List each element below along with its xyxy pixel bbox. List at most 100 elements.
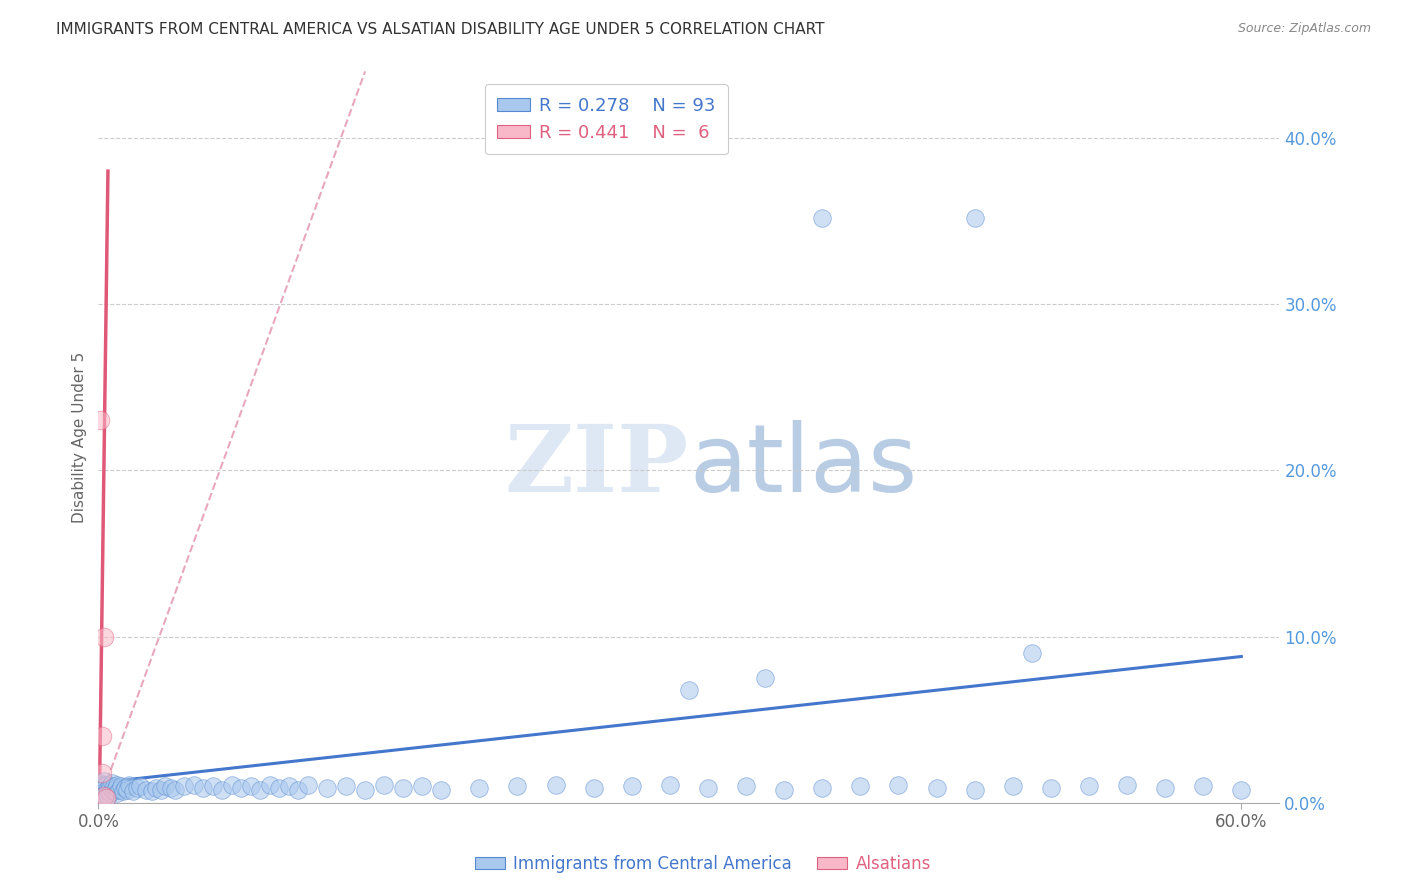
Point — [173, 779, 195, 793]
Point — [100, 776, 122, 790]
Point — [259, 777, 281, 792]
Point — [114, 780, 136, 795]
Point — [91, 765, 114, 780]
Point — [89, 776, 111, 790]
Point — [98, 786, 121, 800]
Point — [110, 779, 132, 793]
Point — [112, 784, 135, 798]
Point — [1078, 779, 1101, 793]
Point — [678, 682, 700, 697]
Point — [544, 777, 567, 792]
Point — [411, 779, 433, 793]
Point — [150, 782, 173, 797]
Point — [108, 782, 131, 797]
Point — [193, 780, 215, 795]
Point — [211, 782, 233, 797]
Point — [91, 786, 114, 800]
Point — [145, 780, 167, 795]
Point — [94, 786, 117, 800]
Point — [1001, 779, 1024, 793]
Point — [335, 779, 357, 793]
Point — [963, 782, 986, 797]
Point — [97, 784, 120, 798]
Point — [100, 782, 122, 797]
Point — [97, 789, 120, 804]
Point — [430, 782, 453, 797]
Point — [159, 780, 181, 795]
Point — [887, 777, 910, 792]
Point — [104, 780, 127, 795]
Point — [231, 780, 253, 795]
Point — [658, 777, 681, 792]
Point — [103, 779, 125, 793]
Point — [94, 782, 117, 797]
Point — [129, 779, 152, 793]
Point — [735, 779, 758, 793]
Point — [354, 782, 377, 797]
Point — [89, 790, 111, 805]
Point — [98, 779, 121, 793]
Point — [468, 780, 491, 795]
Point — [91, 777, 114, 792]
Point — [925, 780, 948, 795]
Point — [91, 780, 114, 795]
Point — [135, 782, 157, 797]
Point — [1154, 780, 1177, 795]
Text: atlas: atlas — [689, 420, 917, 512]
Point — [582, 780, 605, 795]
Point — [141, 784, 163, 798]
Point — [811, 211, 834, 225]
Point — [849, 779, 872, 793]
Point — [963, 211, 986, 225]
Legend: Immigrants from Central America, Alsatians: Immigrants from Central America, Alsatia… — [468, 848, 938, 880]
Point — [249, 782, 271, 797]
Point — [89, 413, 111, 427]
Point — [93, 779, 115, 793]
Point — [697, 780, 720, 795]
Point — [183, 777, 205, 792]
Point — [89, 782, 111, 797]
Point — [392, 780, 415, 795]
Text: IMMIGRANTS FROM CENTRAL AMERICA VS ALSATIAN DISABILITY AGE UNDER 5 CORRELATION C: IMMIGRANTS FROM CENTRAL AMERICA VS ALSAT… — [56, 22, 825, 37]
Point — [506, 779, 529, 793]
Point — [94, 777, 117, 792]
Point — [620, 779, 643, 793]
Point — [373, 777, 395, 792]
Point — [287, 782, 309, 797]
Point — [125, 780, 148, 795]
Point — [94, 790, 117, 805]
Point — [277, 779, 299, 793]
Point — [91, 789, 114, 804]
Point — [754, 671, 776, 685]
Point — [1192, 779, 1215, 793]
Point — [93, 788, 115, 802]
Y-axis label: Disability Age Under 5: Disability Age Under 5 — [72, 351, 87, 523]
Point — [97, 780, 120, 795]
Point — [773, 782, 796, 797]
Point — [93, 630, 115, 644]
Point — [89, 788, 111, 802]
Point — [297, 777, 319, 792]
Point — [1039, 780, 1062, 795]
Point — [121, 784, 143, 798]
Point — [1230, 782, 1253, 797]
Point — [316, 780, 339, 795]
Text: ZIP: ZIP — [505, 421, 689, 511]
Point — [153, 779, 176, 793]
Point — [221, 777, 243, 792]
Point — [1116, 777, 1139, 792]
Point — [93, 789, 115, 804]
Point — [163, 782, 186, 797]
Point — [93, 784, 115, 798]
Text: Source: ZipAtlas.com: Source: ZipAtlas.com — [1237, 22, 1371, 36]
Point — [239, 779, 262, 793]
Point — [115, 782, 138, 797]
Point — [93, 774, 115, 789]
Legend: R = 0.278    N = 93, R = 0.441    N =  6: R = 0.278 N = 93, R = 0.441 N = 6 — [485, 84, 728, 154]
Point — [201, 779, 224, 793]
Point — [1021, 646, 1043, 660]
Point — [107, 786, 129, 800]
Point — [269, 780, 291, 795]
Point — [103, 784, 125, 798]
Point — [811, 780, 834, 795]
